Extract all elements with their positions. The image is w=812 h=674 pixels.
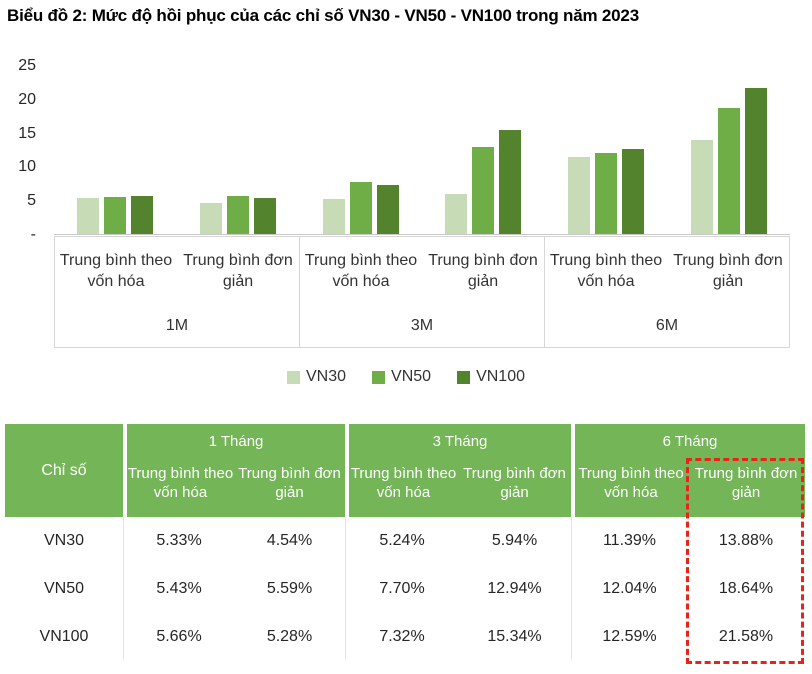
bar-cluster bbox=[545, 66, 668, 234]
value-cell: 5.28% bbox=[266, 627, 313, 645]
row-label-vn30: VN30 bbox=[43, 532, 85, 549]
value-cell: 15.34% bbox=[487, 627, 542, 645]
index-header-cell: Chỉ số bbox=[5, 424, 123, 517]
legend-item-vn50: VN50 bbox=[372, 368, 431, 386]
legend-label: VN50 bbox=[391, 368, 432, 385]
x-axis-label-band: Trung bình theo vốn hóa Trung bình đơn g… bbox=[54, 236, 790, 348]
data-table: Chỉ số 1 Tháng 3 Tháng 6 Tháng Trung bìn… bbox=[5, 424, 805, 660]
cluster-label: Trung bình đơn giản bbox=[428, 252, 538, 291]
bar-cluster bbox=[667, 66, 790, 234]
bar-vn30 bbox=[200, 203, 222, 234]
sub-header-cell: Trung bình đơn giản bbox=[458, 455, 571, 517]
group-header-3-thang: 3 Tháng bbox=[345, 424, 571, 455]
value-cell: 7.70% bbox=[345, 565, 458, 613]
y-tick-label: 10 bbox=[18, 158, 36, 175]
group-header-1-thang: 1 Tháng bbox=[123, 424, 345, 455]
legend-swatch-vn100 bbox=[457, 370, 471, 384]
bar-vn100 bbox=[131, 195, 154, 234]
bar-vn50 bbox=[472, 146, 495, 234]
value-cell: 18.64% bbox=[718, 580, 774, 597]
bar-vn50 bbox=[717, 108, 740, 234]
sub-header-cell: Trung bình theo vốn hóa bbox=[571, 455, 687, 517]
value-cell: 5.59% bbox=[266, 580, 313, 597]
bar-vn30 bbox=[77, 198, 100, 234]
bar-vn50 bbox=[349, 181, 372, 234]
sub-header-cell: Trung bình theo vốn hóa bbox=[123, 455, 234, 517]
bar-vn30 bbox=[567, 157, 590, 234]
bar-cluster bbox=[54, 66, 177, 234]
sub-header-cell: Trung bình đơn giản bbox=[234, 455, 345, 517]
bar-vn50 bbox=[594, 152, 617, 234]
value-cell: 21.58% bbox=[718, 627, 774, 645]
sub-header-cell: Trung bình theo vốn hóa bbox=[345, 455, 458, 517]
bar-vn100 bbox=[254, 198, 276, 234]
period-label: 3M bbox=[410, 317, 434, 334]
y-tick-label: - bbox=[30, 226, 36, 243]
sub-header-cell: Trung bình đơn giản bbox=[687, 455, 805, 517]
bar-chart-plot-area bbox=[54, 66, 790, 235]
period-label: 6M bbox=[655, 317, 679, 334]
x-axis-period-3m: Trung bình theo vốn hóa Trung bình đơn g… bbox=[300, 237, 545, 347]
value-cell: 5.43% bbox=[123, 565, 234, 613]
value-cell: 5.33% bbox=[123, 517, 234, 565]
bar-vn30 bbox=[690, 140, 713, 234]
y-axis: 25 20 15 10 5 - bbox=[0, 0, 36, 260]
bar-cluster bbox=[422, 66, 545, 234]
x-axis-period-6m: Trung bình theo vốn hóa Trung bình đơn g… bbox=[545, 237, 789, 347]
bar-vn50 bbox=[104, 197, 127, 234]
x-axis-period-1m: Trung bình theo vốn hóa Trung bình đơn g… bbox=[55, 237, 300, 347]
value-cell: 5.24% bbox=[345, 517, 458, 565]
row-label-vn100: VN100 bbox=[39, 627, 89, 645]
bar-vn100 bbox=[621, 148, 644, 234]
value-cell: 5.66% bbox=[123, 613, 234, 660]
group-header-6-thang: 6 Tháng bbox=[571, 424, 805, 455]
cluster-label: Trung bình theo vốn hóa bbox=[549, 252, 663, 291]
y-tick-label: 20 bbox=[18, 91, 36, 108]
y-tick-label: 15 bbox=[18, 125, 36, 142]
value-cell: 7.32% bbox=[345, 613, 458, 660]
value-cell: 4.54% bbox=[266, 532, 313, 549]
chart-legend: VN30 VN50 VN100 bbox=[0, 366, 812, 388]
value-cell: 12.04% bbox=[571, 565, 687, 613]
value-cell: 11.39% bbox=[571, 517, 687, 565]
legend-item-vn100: VN100 bbox=[457, 368, 525, 386]
bar-cluster bbox=[299, 66, 422, 234]
value-cell: 5.94% bbox=[491, 532, 538, 549]
legend-swatch-vn50 bbox=[372, 370, 386, 384]
cluster-label: Trung bình đơn giản bbox=[673, 252, 783, 291]
legend-swatch-vn30 bbox=[287, 370, 300, 384]
legend-item-vn30: VN30 bbox=[287, 368, 346, 386]
bar-cluster bbox=[177, 66, 300, 234]
value-cell: 13.88% bbox=[718, 532, 774, 549]
legend-label: VN30 bbox=[306, 368, 347, 385]
bar-vn100 bbox=[376, 184, 399, 234]
period-group-1m bbox=[54, 66, 299, 234]
period-group-6m bbox=[545, 66, 790, 234]
bar-vn30 bbox=[445, 193, 468, 234]
bar-vn50 bbox=[227, 196, 249, 234]
bar-vn100 bbox=[499, 130, 522, 234]
legend-label: VN100 bbox=[476, 368, 525, 385]
row-label-vn50: VN50 bbox=[43, 580, 85, 597]
value-cell: 12.59% bbox=[571, 613, 687, 660]
value-cell: 12.94% bbox=[487, 580, 542, 597]
cluster-label: Trung bình đơn giản bbox=[183, 252, 293, 291]
period-group-3m bbox=[299, 66, 544, 234]
page-title: Biểu đồ 2: Mức độ hồi phục của các chỉ s… bbox=[7, 6, 639, 25]
cluster-label: Trung bình theo vốn hóa bbox=[59, 252, 173, 291]
y-tick-label: 5 bbox=[27, 192, 36, 209]
bar-vn30 bbox=[322, 198, 345, 234]
bar-vn100 bbox=[744, 88, 767, 234]
period-label: 1M bbox=[165, 317, 189, 334]
y-tick-label: 25 bbox=[18, 57, 36, 74]
cluster-label: Trung bình theo vốn hóa bbox=[304, 252, 418, 291]
